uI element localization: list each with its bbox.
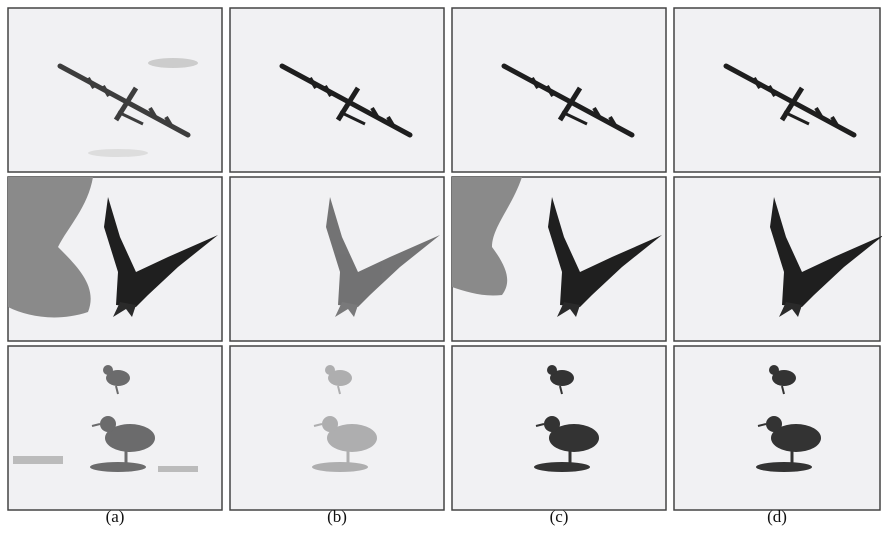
panel: [674, 346, 880, 510]
caption: (a): [106, 507, 125, 526]
panel: [452, 177, 666, 341]
panel: [452, 346, 666, 510]
panel: [230, 346, 444, 510]
panel: [452, 8, 666, 172]
panel: [8, 8, 222, 172]
figure: (a) (b) (c) (d): [0, 0, 882, 534]
panel: [674, 8, 880, 172]
row-eagle: [8, 177, 882, 341]
panel: [230, 177, 444, 341]
panel: [8, 177, 222, 341]
panel: [674, 177, 882, 341]
row-airplane: [8, 8, 880, 172]
caption: (c): [550, 507, 569, 526]
panel: [8, 346, 222, 510]
panel: [230, 8, 444, 172]
caption: (b): [327, 507, 347, 526]
row-gulls: [8, 346, 880, 510]
caption: (d): [767, 507, 787, 526]
